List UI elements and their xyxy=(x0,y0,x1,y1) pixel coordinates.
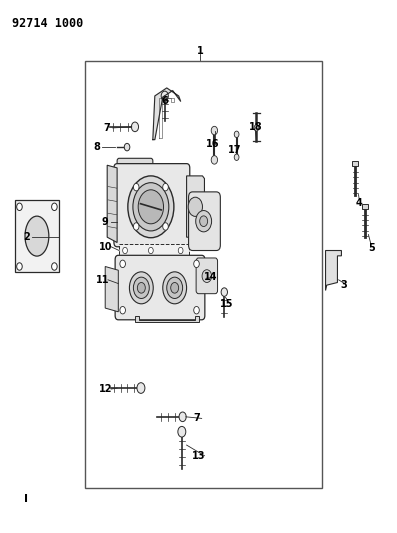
Circle shape xyxy=(234,154,239,160)
FancyBboxPatch shape xyxy=(114,164,190,247)
Polygon shape xyxy=(153,88,181,140)
Text: 15: 15 xyxy=(220,299,233,309)
Circle shape xyxy=(163,272,187,304)
FancyBboxPatch shape xyxy=(115,255,205,320)
Polygon shape xyxy=(326,251,341,290)
Text: 9: 9 xyxy=(102,217,109,227)
Circle shape xyxy=(234,131,239,138)
Circle shape xyxy=(200,216,208,227)
Circle shape xyxy=(188,197,202,216)
Circle shape xyxy=(131,122,139,132)
Circle shape xyxy=(202,270,212,282)
Circle shape xyxy=(221,288,227,296)
Circle shape xyxy=(148,247,153,254)
Circle shape xyxy=(167,277,183,298)
Circle shape xyxy=(133,183,139,191)
Text: 3: 3 xyxy=(340,280,347,290)
FancyBboxPatch shape xyxy=(189,192,220,251)
Circle shape xyxy=(163,223,168,230)
Bar xyxy=(15,200,59,272)
Text: 4: 4 xyxy=(356,198,363,207)
Text: 16: 16 xyxy=(206,139,219,149)
Text: 92714 1000: 92714 1000 xyxy=(12,17,83,30)
Circle shape xyxy=(194,306,199,314)
Text: 18: 18 xyxy=(249,122,262,132)
Text: 1: 1 xyxy=(197,46,204,55)
Circle shape xyxy=(120,260,125,268)
Circle shape xyxy=(254,125,259,131)
Bar xyxy=(362,204,368,209)
Circle shape xyxy=(52,263,57,270)
Circle shape xyxy=(138,190,164,224)
Text: 14: 14 xyxy=(204,272,217,282)
Circle shape xyxy=(129,272,153,304)
Text: 2: 2 xyxy=(23,232,31,242)
Text: 12: 12 xyxy=(98,384,112,394)
Circle shape xyxy=(137,282,145,293)
Text: 5: 5 xyxy=(368,243,375,253)
Text: 7: 7 xyxy=(104,123,111,133)
FancyBboxPatch shape xyxy=(117,158,153,185)
Circle shape xyxy=(171,282,179,293)
Circle shape xyxy=(194,260,199,268)
Circle shape xyxy=(133,223,139,230)
Bar xyxy=(85,61,322,488)
Circle shape xyxy=(52,203,57,211)
Circle shape xyxy=(179,412,186,422)
Polygon shape xyxy=(107,165,117,243)
FancyBboxPatch shape xyxy=(196,258,218,294)
Text: I: I xyxy=(24,495,28,504)
Text: 7: 7 xyxy=(193,414,200,423)
Circle shape xyxy=(123,247,127,254)
Circle shape xyxy=(120,306,125,314)
Circle shape xyxy=(133,183,169,231)
Polygon shape xyxy=(105,266,118,312)
Circle shape xyxy=(196,211,212,232)
Circle shape xyxy=(211,126,218,135)
Ellipse shape xyxy=(25,216,49,256)
Circle shape xyxy=(17,263,22,270)
Circle shape xyxy=(124,143,130,151)
Circle shape xyxy=(178,247,183,254)
Circle shape xyxy=(211,156,218,164)
Circle shape xyxy=(17,203,22,211)
Text: 17: 17 xyxy=(227,146,241,155)
Bar xyxy=(352,161,358,166)
Circle shape xyxy=(137,383,145,393)
Bar xyxy=(119,244,189,257)
Text: 11: 11 xyxy=(96,275,109,285)
Circle shape xyxy=(178,426,186,437)
Circle shape xyxy=(133,277,149,298)
Polygon shape xyxy=(135,316,198,322)
Circle shape xyxy=(161,91,168,101)
Text: 10: 10 xyxy=(98,242,112,252)
Text: 6: 6 xyxy=(161,96,168,106)
Text: 8: 8 xyxy=(94,142,101,152)
Text: 13: 13 xyxy=(192,451,205,461)
Polygon shape xyxy=(187,176,204,237)
Circle shape xyxy=(163,183,168,191)
Circle shape xyxy=(128,176,174,238)
